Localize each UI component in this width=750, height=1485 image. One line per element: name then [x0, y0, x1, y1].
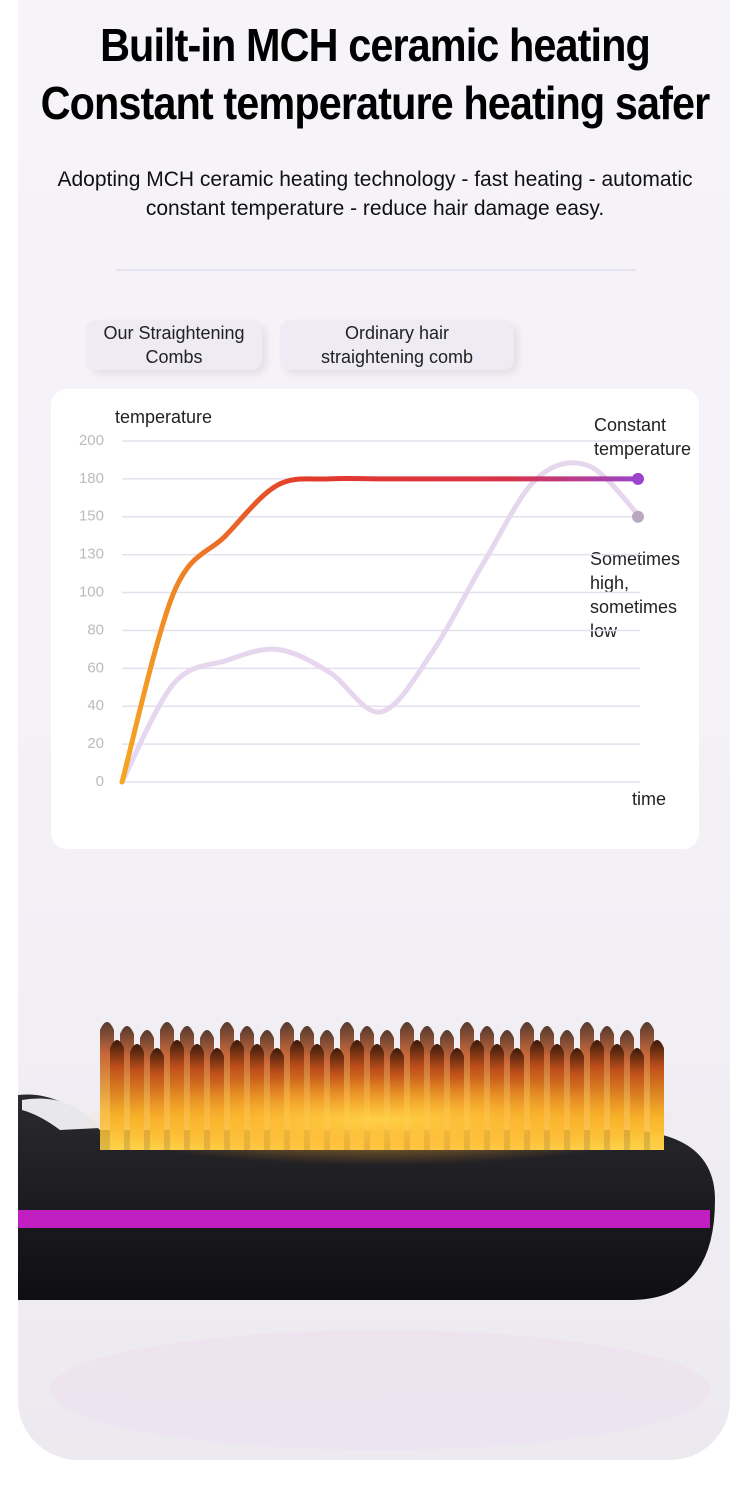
y-tick-label: 200: [79, 432, 104, 449]
legend-entry: Our Straightening Combs: [86, 320, 262, 370]
subtitle-line: constant temperature - reduce hair damag…: [145, 197, 605, 220]
x-axis-label: time: [632, 789, 666, 809]
end-point: [632, 472, 644, 485]
series-line: [119, 460, 643, 785]
series-line: [119, 475, 643, 785]
y-tick-label: 80: [87, 621, 104, 638]
y-tick-label: 20: [87, 735, 104, 752]
annotation: Constant temperature: [594, 415, 691, 459]
y-axis-label: temperature: [115, 407, 212, 427]
divider: [116, 269, 636, 271]
y-tick-label: 150: [79, 508, 104, 525]
subtitle-line: Adopting MCH ceramic heating technology …: [57, 168, 693, 191]
legend-label: Ordinary hair straightening comb: [320, 323, 474, 367]
title: Built-in MCH ceramic heating: [100, 19, 651, 71]
y-tick-label: 40: [87, 697, 104, 714]
annotation: Sometimes high, sometimes low: [590, 549, 680, 641]
legend-label: Our Straightening Combs: [103, 323, 245, 367]
title: Constant temperature heating safer: [40, 77, 711, 129]
end-point: [632, 510, 644, 523]
y-tick-label: 0: [96, 773, 104, 790]
y-tick-label: 100: [79, 584, 104, 601]
y-tick-label: 180: [79, 470, 104, 487]
subtitle: Adopting MCH ceramic heating technology …: [0, 165, 750, 223]
legend-entry: Ordinary hair straightening comb: [280, 320, 514, 370]
y-tick-label: 130: [79, 546, 104, 563]
y-tick-label: 60: [87, 659, 104, 676]
product-image: [18, 1022, 715, 1450]
